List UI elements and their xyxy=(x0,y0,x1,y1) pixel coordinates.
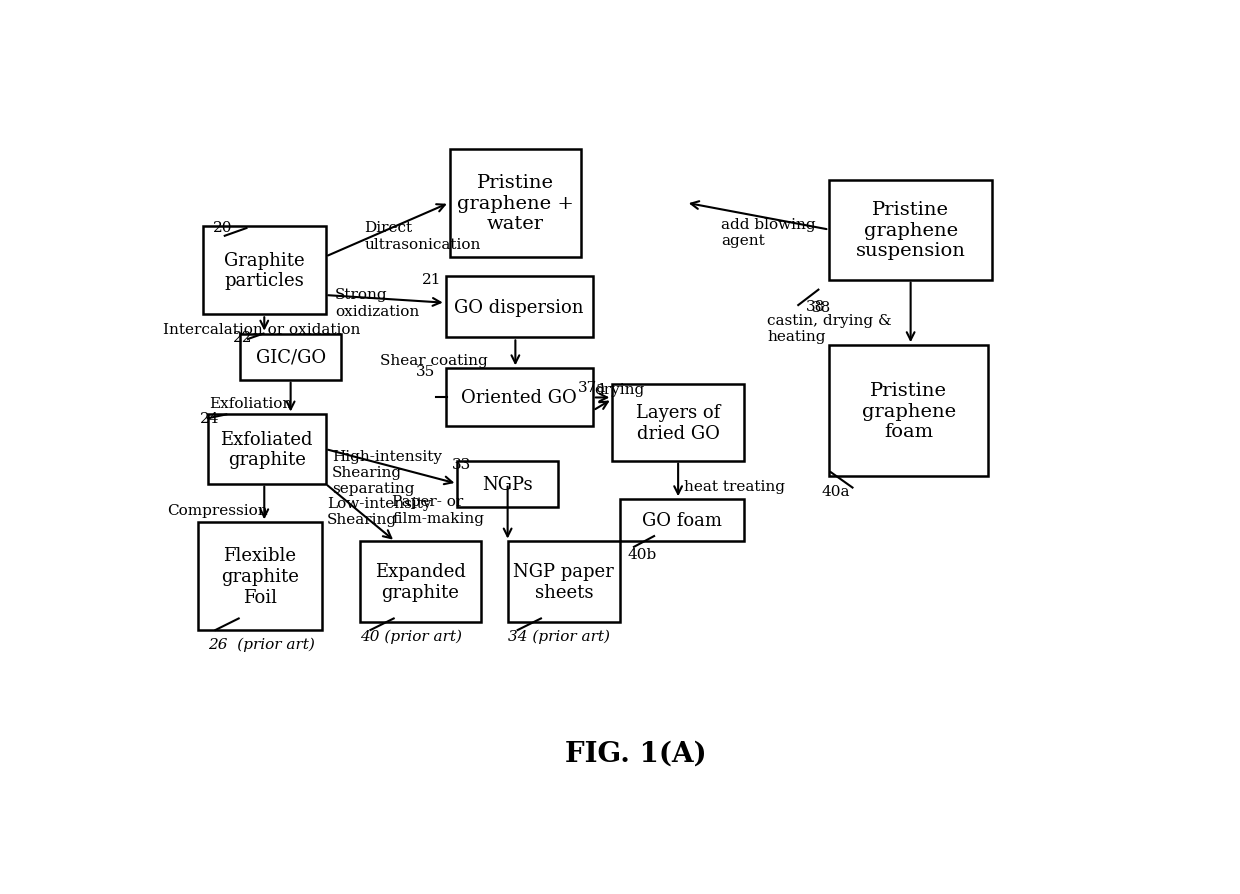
Text: Intercalation or oxidation: Intercalation or oxidation xyxy=(162,323,360,337)
Text: 24: 24 xyxy=(200,411,219,425)
Text: Flexible
graphite
Foil: Flexible graphite Foil xyxy=(221,547,299,606)
Text: add blowing
agent: add blowing agent xyxy=(720,217,816,248)
Text: NGPs: NGPs xyxy=(482,476,533,493)
Bar xyxy=(830,181,992,281)
Text: 21: 21 xyxy=(423,273,441,287)
Text: Layers of
dried GO: Layers of dried GO xyxy=(636,403,720,442)
Text: Direct
ultrasonication: Direct ultrasonication xyxy=(365,221,481,251)
Text: 22: 22 xyxy=(233,330,252,344)
Text: Graphite
particles: Graphite particles xyxy=(224,251,305,290)
Bar xyxy=(620,500,744,542)
Bar xyxy=(207,415,325,485)
Text: FIG. 1(A): FIG. 1(A) xyxy=(564,740,707,767)
Text: 38: 38 xyxy=(806,299,826,314)
Text: 40b: 40b xyxy=(627,547,657,561)
Text: Pristine
graphene +
water: Pristine graphene + water xyxy=(456,173,574,233)
Bar xyxy=(613,384,744,461)
Text: Pristine
graphene
suspension: Pristine graphene suspension xyxy=(856,200,966,260)
Text: 38: 38 xyxy=(812,301,832,315)
Text: 40a: 40a xyxy=(821,485,849,498)
Bar xyxy=(507,542,620,622)
Text: 26  (prior art): 26 (prior art) xyxy=(207,637,315,651)
Text: 37a: 37a xyxy=(578,380,606,394)
Bar xyxy=(449,149,582,257)
Text: 40 (prior art): 40 (prior art) xyxy=(361,628,463,643)
Text: castin, drying &
heating: castin, drying & heating xyxy=(768,314,892,343)
Text: heat treating: heat treating xyxy=(683,479,785,493)
Text: NGP paper
sheets: NGP paper sheets xyxy=(513,563,614,602)
Text: Low-intensity
Shearing: Low-intensity Shearing xyxy=(327,496,432,527)
Text: 20: 20 xyxy=(213,221,233,235)
Text: GO foam: GO foam xyxy=(642,511,722,529)
Bar xyxy=(241,334,341,380)
Text: drying: drying xyxy=(594,383,645,397)
Bar xyxy=(458,461,558,507)
Bar xyxy=(203,226,325,315)
Bar xyxy=(445,276,593,338)
Text: Exfoliated
graphite: Exfoliated graphite xyxy=(221,430,312,469)
Text: Shear coating: Shear coating xyxy=(379,353,487,367)
Text: Compression: Compression xyxy=(166,503,268,518)
Bar xyxy=(445,369,593,426)
Text: Paper- or
film-making: Paper- or film-making xyxy=(392,495,485,525)
Bar xyxy=(830,346,988,477)
Text: 33: 33 xyxy=(451,457,471,471)
Text: Expanded
graphite: Expanded graphite xyxy=(374,563,466,602)
Text: GIC/GO: GIC/GO xyxy=(255,349,326,367)
Text: 34 (prior art): 34 (prior art) xyxy=(507,628,610,643)
Text: GO dispersion: GO dispersion xyxy=(455,299,584,316)
Text: Strong
oxidization: Strong oxidization xyxy=(335,288,419,318)
Text: Oriented GO: Oriented GO xyxy=(461,389,577,407)
Bar xyxy=(361,542,481,622)
Text: 35: 35 xyxy=(417,365,435,379)
Bar xyxy=(197,523,321,630)
Text: Pristine
graphene
foam: Pristine graphene foam xyxy=(862,382,956,441)
Text: High-intensity
Shearing
separating: High-intensity Shearing separating xyxy=(332,450,441,496)
Text: Exfoliation: Exfoliation xyxy=(210,396,293,410)
